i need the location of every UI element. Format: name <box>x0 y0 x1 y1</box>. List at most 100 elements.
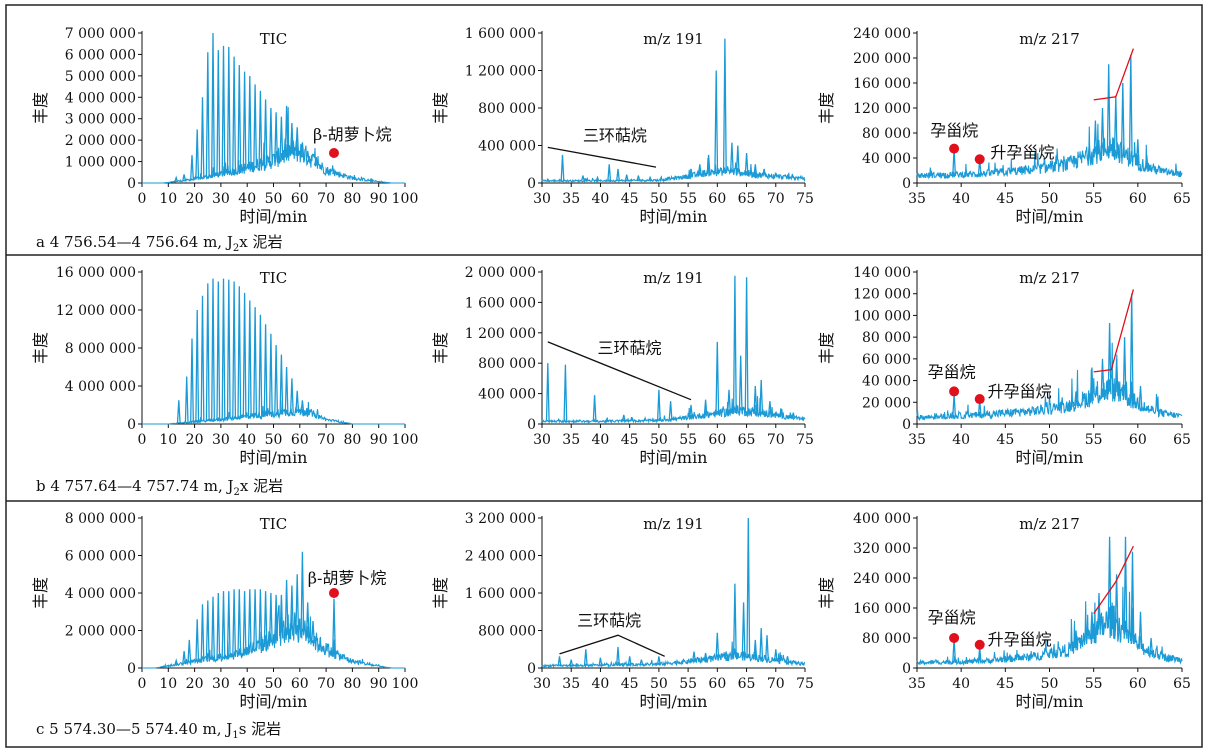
peak <box>560 154 565 182</box>
peak <box>1087 145 1092 160</box>
peak-marker <box>949 386 960 397</box>
peak <box>714 70 719 174</box>
peak <box>545 363 550 422</box>
baseline-trace <box>142 107 405 184</box>
x-tick-label: 45 <box>621 191 639 207</box>
peak <box>627 656 632 666</box>
peak <box>753 164 758 176</box>
x-tick-label: 60 <box>1129 191 1147 207</box>
x-tick-label: 55 <box>1085 191 1103 207</box>
y-tick-label: 0 <box>127 176 136 192</box>
y-tick-label: 16 000 000 <box>56 265 136 281</box>
y-tick-label: 0 <box>902 176 911 192</box>
y-tick-label: 8 000 000 <box>65 341 136 357</box>
y-tick-label: 160 000 <box>853 76 911 92</box>
peak <box>616 168 620 182</box>
x-tick-label: 35 <box>908 432 926 448</box>
peak <box>744 152 749 175</box>
y-tick-label: 0 <box>902 417 911 433</box>
peak <box>727 389 731 414</box>
peak <box>722 38 727 174</box>
chart-panel-3-3: 0 80 000 160 000 240 000 320 000 400 000 35 40 4… <box>817 511 1191 711</box>
x-tick-label: 40 <box>238 191 256 207</box>
peak <box>689 404 693 419</box>
y-tick-label: 2 000 000 <box>65 624 136 640</box>
peak <box>190 338 194 423</box>
peak-marker <box>949 143 960 154</box>
peak-annotation: 升孕甾烷 <box>988 630 1052 649</box>
peak <box>263 99 268 166</box>
y-tick-label: 4 000 000 <box>65 379 136 395</box>
panels: 0 1 000 000 2 000 000 3 000 000 4 000 000 5 0… <box>31 26 1191 711</box>
peak <box>247 300 252 418</box>
peak-annotation: β-胡萝卜烷 <box>308 569 387 588</box>
peak <box>332 167 336 175</box>
peak-marker <box>974 639 985 650</box>
peak <box>237 589 242 656</box>
x-tick-label: 70 <box>767 432 785 448</box>
peak <box>226 46 231 174</box>
peak <box>592 395 597 422</box>
peak <box>1149 637 1154 655</box>
chart-panel-1-2: 0 400 000 800 000 1 200 000 1 600 000 30 35 40 4… <box>431 26 814 226</box>
peak <box>767 401 772 416</box>
x-tick-label: 65 <box>738 191 756 207</box>
peak <box>211 278 215 421</box>
x-tick-label: 45 <box>621 676 639 692</box>
y-tick-label: 320 000 <box>853 541 911 557</box>
chart-title: m/z 191 <box>643 269 704 287</box>
x-tick-label: 60 <box>1129 432 1147 448</box>
chart-panel-2-2: 0 400 000 800 000 1 200 000 1 600 000 2 000 0… <box>431 265 814 467</box>
y-tick-label: 400 000 <box>478 387 536 403</box>
chart-title: TIC <box>260 30 287 48</box>
chart-title: m/z 217 <box>1019 515 1080 533</box>
peak <box>242 71 247 171</box>
chart-title: TIC <box>260 515 287 533</box>
peak <box>232 589 237 657</box>
peak <box>284 105 289 158</box>
x-tick-label: 60 <box>291 676 309 692</box>
peak <box>300 400 305 414</box>
x-tick-label: 50 <box>650 676 668 692</box>
baseline-trace <box>916 586 1183 666</box>
y-tick-label: 400 000 <box>853 511 911 527</box>
peak <box>332 598 336 656</box>
x-tick-label: 35 <box>562 432 580 448</box>
peak <box>190 155 194 181</box>
peak <box>1100 358 1105 397</box>
trend-line <box>1093 48 1135 101</box>
peak <box>563 364 568 422</box>
x-tick-label: 65 <box>1173 191 1191 207</box>
peak <box>216 592 221 660</box>
y-tick-label: 1 600 000 <box>465 26 536 42</box>
y-tick-label: 240 000 <box>853 571 911 587</box>
baseline-trace <box>541 641 806 669</box>
peak <box>773 649 778 662</box>
peak <box>595 175 600 182</box>
y-tick-label: 0 <box>527 417 536 433</box>
x-tick-label: 60 <box>708 191 726 207</box>
x-axis-label: 时间/min <box>240 448 308 467</box>
x-axis-label: 时间/min <box>640 692 708 711</box>
y-tick-label: 20 000 <box>862 395 911 411</box>
peak <box>247 589 252 653</box>
trend-line <box>559 634 665 657</box>
x-tick-label: 20 <box>186 191 204 207</box>
peak <box>313 159 318 166</box>
peak <box>732 275 737 414</box>
peak <box>174 658 179 666</box>
peak <box>759 628 764 660</box>
peak <box>703 399 708 417</box>
y-tick-label: 400 000 <box>478 139 536 155</box>
peak <box>268 592 273 644</box>
peak-annotation: β-胡萝卜烷 <box>313 125 392 144</box>
peak <box>253 84 258 169</box>
peak <box>636 175 641 181</box>
y-tick-label: 0 <box>127 661 136 677</box>
x-tick-label: 60 <box>1129 676 1147 692</box>
peak <box>1122 337 1127 401</box>
y-tick-label: 1 600 000 <box>465 586 536 602</box>
y-tick-label: 0 <box>527 661 536 677</box>
peak <box>200 295 205 422</box>
y-axis-label: 丰度 <box>31 92 50 124</box>
